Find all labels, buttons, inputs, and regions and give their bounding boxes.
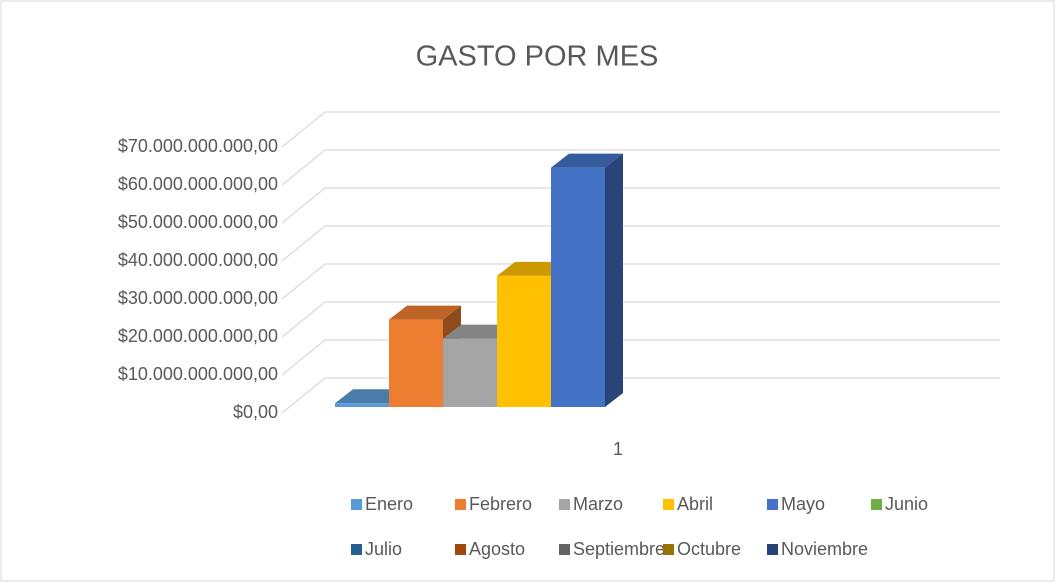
y-tick-label: $20.000.000.000,00 [118,326,278,346]
legend-label: Octubre [677,539,741,559]
y-tick-label: $30.000.000.000,00 [118,288,278,308]
bar [551,167,605,407]
y-tick-label: $60.000.000.000,00 [118,174,278,194]
grid-line [281,301,1000,338]
x-tick-label: 1 [613,439,623,459]
legend-swatch [455,544,466,555]
legend-label: Febrero [469,494,532,514]
legend-label: Noviembre [781,539,868,559]
grid-line [281,263,1000,300]
legend-label: Junio [885,494,928,514]
legend-swatch [455,499,466,510]
legend-label: Julio [365,539,402,559]
y-tick-label: $40.000.000.000,00 [118,250,278,270]
bar [497,275,551,407]
bar [443,338,497,407]
grid-line [281,111,1000,148]
grid-line [281,339,1000,376]
legend-label: Agosto [469,539,525,559]
y-tick-label: $50.000.000.000,00 [118,212,278,232]
y-tick-label: $70.000.000.000,00 [118,136,278,156]
grid-line [281,225,1000,262]
legend-label: Mayo [781,494,825,514]
bar-side [605,153,623,407]
legend-swatch [663,499,674,510]
legend-swatch [351,499,362,510]
legend-swatch [767,499,778,510]
bar-top [551,153,623,168]
bar [335,403,389,407]
legend-swatch [559,544,570,555]
bar-top [389,305,461,320]
legend-swatch [767,544,778,555]
legend-swatch [663,544,674,555]
y-tick-label: $10.000.000.000,00 [118,364,278,384]
chart-title: GASTO POR MES [416,41,659,73]
legend-label: Septiembre [573,539,665,559]
legend-label: Abril [677,494,713,514]
grid-line [281,377,1000,414]
legend-swatch [351,544,362,555]
legend-label: Marzo [573,494,623,514]
legend-swatch [559,499,570,510]
bar [389,319,443,407]
legend-label: Enero [365,494,413,514]
grid-line [281,149,1000,186]
grid-line [281,187,1000,224]
legend-swatch [871,499,882,510]
y-tick-label: $0,00 [233,402,278,422]
